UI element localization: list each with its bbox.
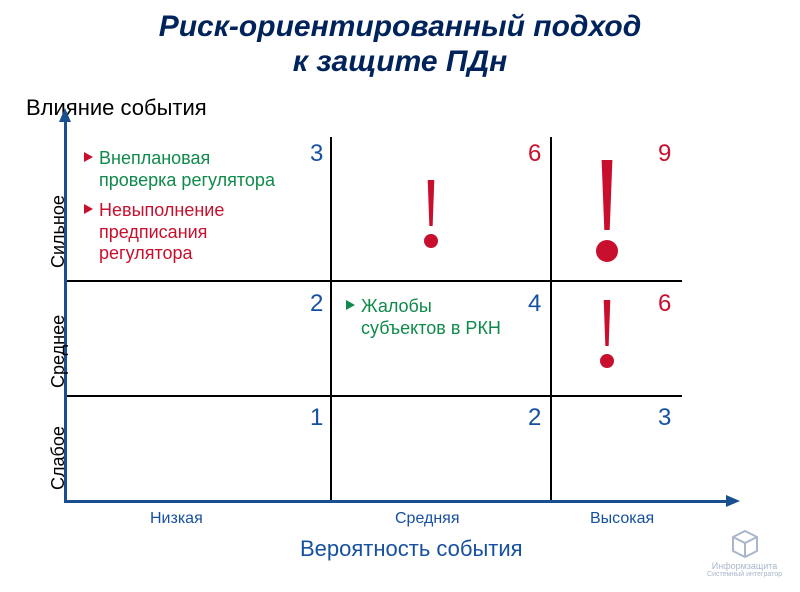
bullet-arrow-icon xyxy=(84,204,93,214)
grid-line-horizontal xyxy=(67,395,682,397)
risk-score: 2 xyxy=(310,290,323,318)
logo: Информзащита Системный интегратор xyxy=(707,527,782,578)
risk-score: 2 xyxy=(528,404,541,432)
exclamation-icon xyxy=(596,160,618,262)
y-axis-label: Слабое xyxy=(48,426,69,490)
bullet-text: Внеплановаяпроверка регулятора xyxy=(99,148,275,191)
x-axis-label: Низкая xyxy=(150,510,203,528)
x-axis-arrow-icon xyxy=(726,495,740,507)
x-axis-line xyxy=(64,500,726,503)
title-line-2: к защите ПДн xyxy=(293,45,508,78)
bullet-arrow-icon xyxy=(346,300,355,310)
y-axis-label: Среднее xyxy=(48,315,69,388)
y-axis-arrow-icon xyxy=(59,108,71,122)
risk-score: 1 xyxy=(310,404,323,432)
risk-score: 6 xyxy=(658,290,671,318)
bullet-text: Невыполнениепредписаниярегулятора xyxy=(99,200,224,265)
grid-line-vertical xyxy=(330,137,332,500)
logo-cube-icon xyxy=(725,527,765,559)
exclamation-icon xyxy=(424,180,438,248)
x-axis-title: Вероятность события xyxy=(300,536,523,562)
x-axis-label: Высокая xyxy=(590,510,654,528)
y-axis-title: Влияние события xyxy=(26,95,207,121)
title-line-1: Риск-ориентированный подход xyxy=(159,10,642,43)
risk-score: 3 xyxy=(658,404,671,432)
risk-score: 6 xyxy=(528,140,541,168)
grid-line-horizontal xyxy=(67,280,682,282)
slide-title: Риск-ориентированный подход к защите ПДн xyxy=(0,0,800,79)
y-axis-label: Сильное xyxy=(48,195,69,268)
x-axis-label: Средняя xyxy=(395,510,460,528)
risk-score: 9 xyxy=(658,140,671,168)
bullet-arrow-icon xyxy=(84,152,93,162)
logo-subtext: Системный интегратор xyxy=(707,571,782,578)
bullet-item: Внеплановаяпроверка регулятора xyxy=(84,148,314,191)
bullet-item: Жалобысубъектов в РКН xyxy=(346,296,546,339)
bullet-text: Жалобысубъектов в РКН xyxy=(361,296,501,339)
bullet-item: Невыполнениепредписаниярегулятора xyxy=(84,200,314,265)
grid-line-vertical xyxy=(550,137,552,500)
exclamation-icon xyxy=(600,300,614,368)
logo-text: Информзащита xyxy=(707,561,782,571)
